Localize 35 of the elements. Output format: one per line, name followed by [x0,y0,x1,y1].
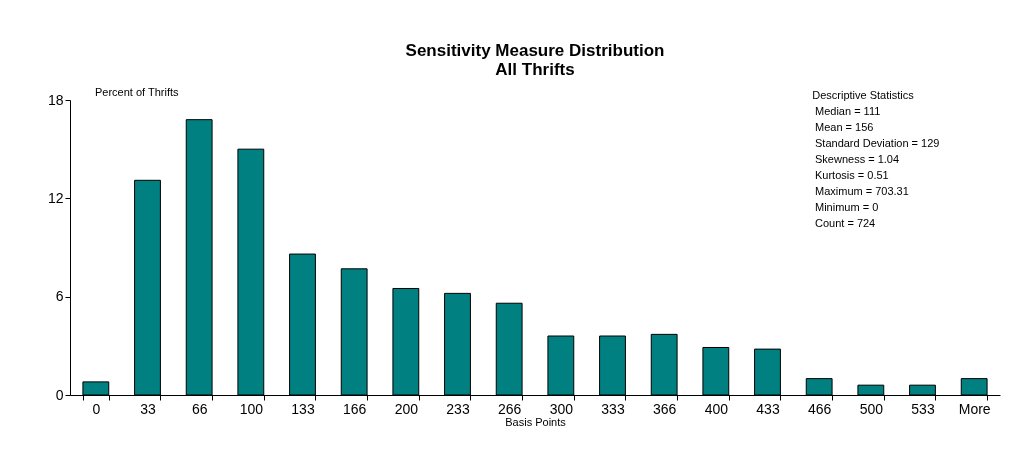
annotation: Mean = 156 [815,121,874,133]
x-tick-label: 166 [342,400,367,417]
x-tick-label: 233 [446,400,470,417]
y-tick-label: 18 [47,91,64,108]
x-tick-label: 533 [911,400,935,417]
annotation: Minimum = 0 [815,201,879,213]
x-tick-label: 266 [497,400,522,417]
x-tick-label: 200 [394,400,419,417]
annotation: Descriptive Statistics [812,89,915,101]
annotation: Median = 111 [815,105,881,117]
x-tick-label: 133 [291,400,315,417]
x-tick-label: 66 [191,400,208,417]
x-tick-label: 500 [859,400,884,417]
annotation: Standard Deviation = 129 [815,137,940,149]
x-tick-label: 333 [601,400,625,417]
annotation: Maximum = 703.31 [815,185,909,197]
y-axis-title: Percent of Thrifts [95,86,180,98]
x-tick-label: 100 [239,400,264,417]
text: Sensitivity Measure Distribution [405,41,665,60]
annotation: Count = 724 [815,217,876,229]
y-tick-label: 0 [55,386,64,403]
x-tick-label: 433 [756,400,780,417]
y-tick-label: 6 [55,288,64,305]
x-tick-label: 33 [140,400,156,417]
x-tick-label: 0 [92,400,101,417]
annotation: Skewness = 1.04 [815,153,900,165]
x-tick-label: 300 [549,400,574,417]
x-tick-label: 466 [807,400,832,417]
x-tick-label: 366 [652,400,677,417]
x-tick-label: 400 [704,400,729,417]
text: All Thrifts [495,60,575,79]
x-axis-title: Basis Points [505,415,567,428]
y-tick-label: 12 [47,189,64,206]
annotation: Kurtosis = 0.51 [815,169,889,181]
x-tick-label: More [958,400,991,417]
